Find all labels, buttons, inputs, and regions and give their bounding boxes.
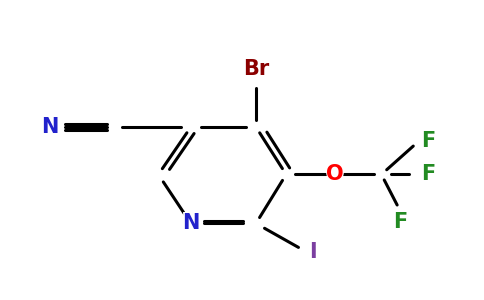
Text: Br: Br: [241, 56, 271, 80]
Text: N: N: [39, 115, 59, 139]
Text: F: F: [393, 212, 407, 232]
Text: I: I: [309, 242, 317, 262]
Text: O: O: [326, 164, 344, 184]
Text: O: O: [325, 163, 345, 187]
Text: Br: Br: [243, 59, 269, 80]
Text: N: N: [41, 117, 59, 137]
Text: F: F: [421, 129, 437, 153]
Text: N: N: [181, 212, 201, 236]
Text: I: I: [309, 240, 318, 264]
Text: F: F: [421, 164, 435, 184]
Text: F: F: [421, 163, 437, 187]
Text: N: N: [182, 213, 199, 233]
Text: F: F: [421, 131, 435, 152]
Text: F: F: [392, 212, 408, 236]
